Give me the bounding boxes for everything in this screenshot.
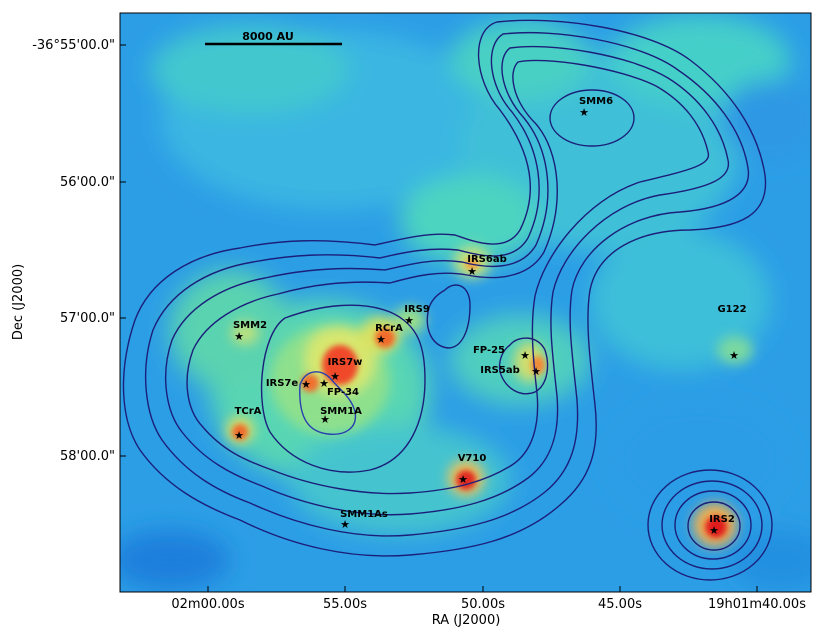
source-label-irs5ab: IRS5ab bbox=[480, 365, 520, 376]
x-tick-label-0: 02m00.00s bbox=[171, 597, 244, 612]
star-icon-smm2: ★ bbox=[234, 330, 244, 343]
y-tick-label-0: -36°55'00.0" bbox=[32, 38, 115, 53]
source-label-smm1a: SMM1A bbox=[320, 406, 362, 417]
contour-irs5 bbox=[498, 337, 549, 395]
contour-main-1 bbox=[122, 19, 767, 557]
contour-smm6 bbox=[549, 89, 635, 147]
x-axis-label: RA (J2000) bbox=[432, 613, 501, 628]
source-label-irs7w: IRS7w bbox=[328, 357, 363, 368]
star-icon-irs7w: ★ bbox=[330, 370, 340, 383]
source-label-tcra: TCrA bbox=[235, 406, 262, 417]
source-label-v710: V710 bbox=[458, 453, 487, 464]
y-axis: -36°55'00.0" 56'00.0" 57'00.0" 58'00.0" … bbox=[11, 38, 126, 464]
source-label-smm6: SMM6 bbox=[579, 96, 613, 107]
y-tick-label-2: 57'00.0" bbox=[60, 311, 115, 326]
contour-irs2-1 bbox=[647, 469, 773, 581]
sources-layer: ★SMM6★IRS6ab★IRS9★SMM2★RCrA★IRS7w★IRS7e ★… bbox=[233, 96, 747, 537]
contour-main-4 bbox=[186, 59, 710, 495]
star-icon-v710: ★ bbox=[458, 473, 468, 486]
source-label-fp-34: FP-34 bbox=[327, 387, 359, 398]
scale-bar-label: 8000 AU bbox=[242, 30, 294, 43]
x-tick-label-4: 19h01m40.00s bbox=[708, 597, 806, 612]
contour-main-3 bbox=[164, 45, 730, 516]
y-tick-label-1: 56'00.0" bbox=[60, 175, 115, 190]
contour-irs2-2 bbox=[661, 480, 763, 570]
source-label-g122: G122 bbox=[717, 304, 746, 315]
contour-irs9 bbox=[426, 284, 471, 349]
source-label-fp-25: FP-25 bbox=[473, 345, 505, 356]
y-tick-label-3: 58'00.0" bbox=[60, 449, 115, 464]
star-icon-irs7e: ★ bbox=[301, 378, 311, 391]
star-icon-fp-25: ★ bbox=[520, 349, 530, 362]
contour-main-2 bbox=[144, 31, 750, 537]
source-label-irs6ab: IRS6ab bbox=[467, 254, 507, 265]
plot-frame bbox=[119, 12, 812, 593]
x-tick-label-3: 45.00s bbox=[598, 597, 642, 612]
star-icon-rcra: ★ bbox=[376, 333, 386, 346]
star-icon-irs6ab: ★ bbox=[467, 265, 477, 278]
intensity-map bbox=[120, 13, 811, 592]
source-label-rcra: RCrA bbox=[375, 323, 403, 334]
x-tick-label-1: 55.00s bbox=[323, 597, 367, 612]
star-icon-irs9: ★ bbox=[404, 314, 414, 327]
x-axis: 02m00.00s 55.00s 50.00s 45.00s 19h01m40.… bbox=[171, 586, 806, 628]
star-icon-tcra: ★ bbox=[234, 429, 244, 442]
star-icon-smm6: ★ bbox=[579, 106, 589, 119]
contours bbox=[122, 19, 773, 581]
star-icon-g122: ★ bbox=[729, 349, 739, 362]
y-axis-label: Dec (J2000) bbox=[11, 264, 26, 340]
map-bright-cores bbox=[232, 258, 727, 538]
contour-main-6 bbox=[299, 371, 357, 435]
scale-bar: 8000 AU bbox=[205, 30, 342, 46]
star-icon-irs2: ★ bbox=[709, 524, 719, 537]
source-label-irs2: IRS2 bbox=[709, 514, 735, 525]
contour-irs2-3 bbox=[674, 490, 752, 560]
source-label-irs9: IRS9 bbox=[404, 304, 430, 315]
star-icon-smm1as: ★ bbox=[340, 518, 350, 531]
source-label-smm2: SMM2 bbox=[233, 320, 267, 331]
star-icon-irs5ab: ★ bbox=[531, 365, 541, 378]
contour-irs2-4 bbox=[687, 501, 741, 551]
star-icon-smm1a: ★ bbox=[320, 413, 330, 426]
source-label-irs7e: IRS7e bbox=[266, 378, 299, 389]
x-tick-label-2: 50.00s bbox=[461, 597, 505, 612]
star-icon-fp-34: ★ bbox=[319, 377, 329, 390]
source-label-smm1as: SMM1As bbox=[340, 509, 388, 520]
contour-main-5 bbox=[260, 304, 426, 473]
